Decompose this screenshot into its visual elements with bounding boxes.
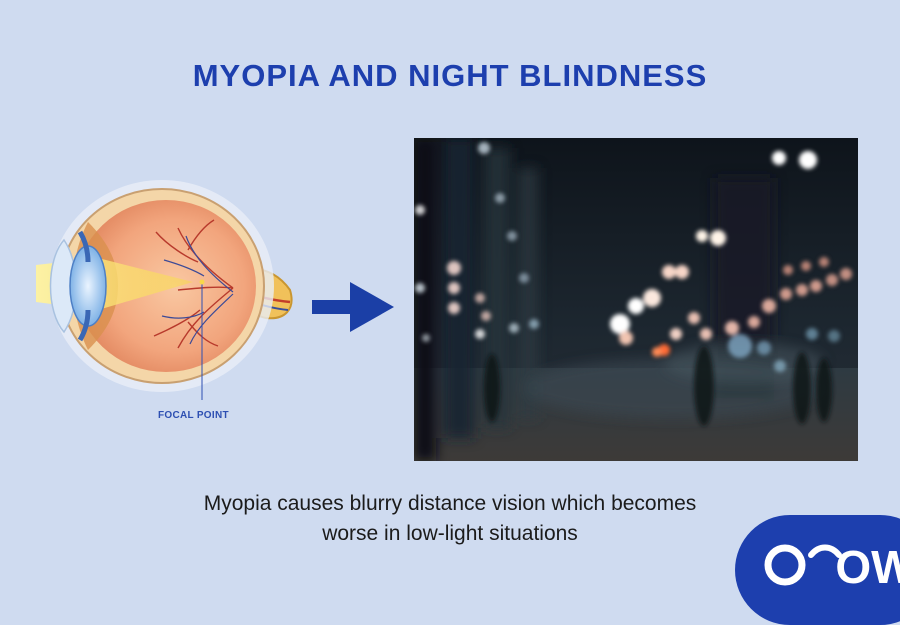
night-street-photo — [414, 138, 858, 461]
right-arrow-icon — [312, 282, 394, 332]
focal-point-label: FOCAL POINT — [158, 410, 229, 421]
caption-line-1: Myopia causes blurry distance vision whi… — [203, 492, 697, 515]
page-title: MYOPIA AND NIGHT BLINDNESS — [192, 58, 708, 93]
caption-line-2: worse in low-light situations — [322, 522, 578, 545]
logo-text: OW — [835, 541, 900, 593]
ow-logo-icon: OW — [735, 515, 900, 625]
eye-anatomy-icon — [36, 180, 293, 400]
caption: Myopia causes blurry distance vision whi… — [0, 489, 900, 549]
